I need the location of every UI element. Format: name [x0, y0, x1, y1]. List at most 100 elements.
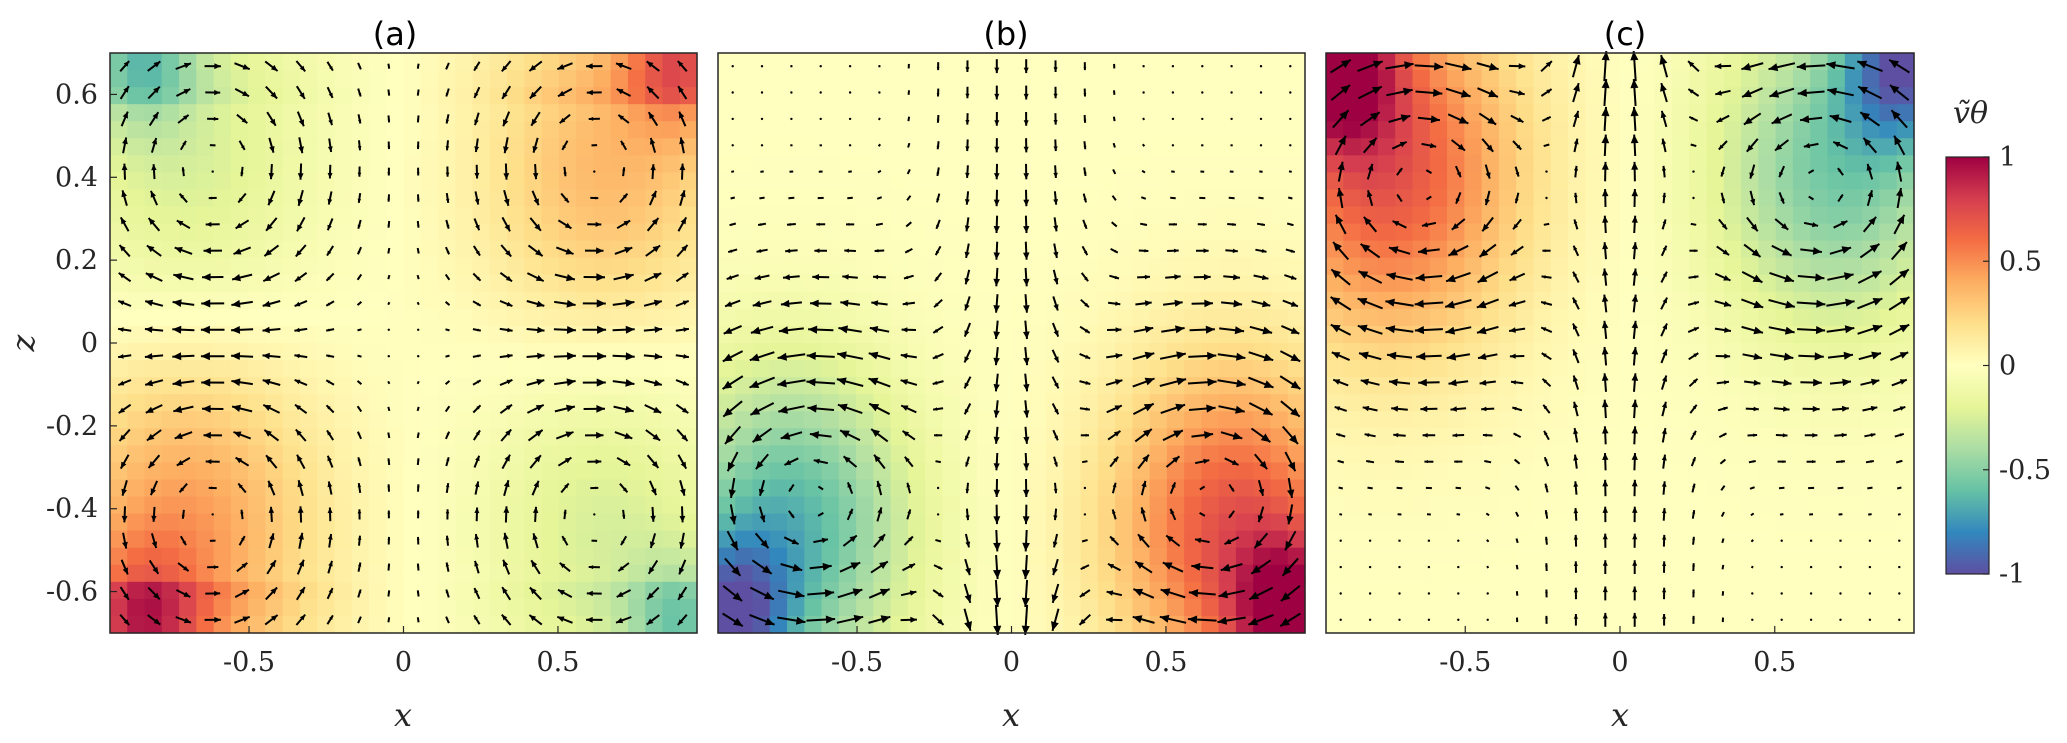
field-cell: [804, 240, 823, 259]
field-cell: [1080, 462, 1099, 481]
field-cell: [1723, 479, 1742, 498]
field-cell: [230, 308, 249, 327]
field-cell: [507, 377, 525, 395]
field-cell: [1516, 598, 1535, 617]
field-cell: [856, 189, 874, 208]
field-cell: [1343, 547, 1362, 566]
velocity-arrow: [586, 89, 602, 96]
field-cell: [110, 121, 128, 139]
field-cell: [907, 104, 926, 122]
panel-a-x-axis-label: x: [394, 696, 412, 734]
field-cell: [959, 87, 978, 105]
field-cell: [1080, 70, 1099, 88]
field-cell: [1827, 496, 1846, 515]
field-cell: [127, 513, 146, 532]
field-cell: [368, 172, 387, 191]
field-cell: [1184, 496, 1203, 515]
field-cell: [1671, 206, 1690, 225]
field-cell: [230, 530, 249, 549]
field-cell: [735, 87, 754, 105]
field-cell: [1568, 360, 1587, 378]
field-cell: [1166, 308, 1185, 327]
field-cell: [1671, 479, 1690, 498]
field-cell: [1063, 104, 1082, 122]
field-cell: [144, 445, 163, 464]
field-cell: [196, 223, 215, 242]
velocity-arrow: [1896, 486, 1902, 490]
field-cell: [317, 223, 336, 242]
field-cell: [1637, 308, 1656, 327]
field-cell: [1429, 308, 1448, 327]
field-cell: [718, 581, 736, 600]
field-cell: [161, 291, 180, 310]
field-cell: [1028, 240, 1047, 259]
field-cell: [161, 377, 180, 395]
velocity-arrow: [1809, 565, 1813, 569]
velocity-arrow: [1171, 65, 1175, 68]
field-cell: [144, 155, 163, 174]
field-cell: [351, 206, 370, 225]
velocity-arrow: [587, 459, 602, 465]
velocity-arrow: [1368, 565, 1372, 569]
field-cell: [1689, 189, 1708, 208]
velocity-arrow: [416, 536, 420, 545]
field-cell: [1395, 530, 1414, 549]
field-cell: [558, 155, 577, 174]
field-cell: [1063, 411, 1082, 429]
field-cell: [1395, 564, 1414, 583]
field-cell: [1585, 325, 1604, 344]
field-cell: [821, 121, 840, 139]
field-cell: [1201, 308, 1220, 327]
field-cell: [1758, 138, 1777, 156]
field-cell: [1550, 513, 1569, 532]
field-cell: [1464, 360, 1483, 378]
field-cell: [489, 377, 508, 395]
field-cell: [1550, 325, 1569, 344]
field-cell: [593, 257, 612, 276]
field-cell: [610, 564, 629, 583]
field-cell: [890, 138, 909, 156]
field-cell: [1429, 155, 1448, 174]
field-cell: [1568, 257, 1587, 276]
field-cell: [1533, 104, 1552, 122]
field-cell: [735, 70, 754, 88]
field-cell: [489, 615, 508, 634]
field-cell: [1097, 121, 1116, 139]
field-cell: [1706, 189, 1725, 208]
field-cell: [718, 394, 736, 412]
field-cell: [1028, 462, 1047, 481]
field-cell: [334, 598, 353, 617]
velocity-arrow: [555, 246, 574, 255]
velocity-arrow: [238, 535, 246, 546]
field-cell: [1810, 291, 1829, 310]
field-cell: [1775, 308, 1794, 327]
field-cell: [248, 445, 266, 464]
field-cell: [420, 360, 439, 378]
field-cell: [179, 445, 197, 464]
field-cell: [1689, 121, 1708, 139]
field-cell: [890, 53, 909, 71]
field-cell: [558, 87, 577, 105]
field-cell: [420, 189, 439, 208]
field-cell: [1343, 530, 1362, 549]
field-cell: [1149, 496, 1168, 515]
field-cell: [942, 308, 961, 327]
field-cell: [1516, 291, 1535, 310]
field-cell: [804, 479, 823, 498]
field-cell: [403, 343, 422, 361]
field-cell: [420, 223, 439, 242]
field-cell: [196, 87, 215, 105]
field-cell: [1063, 70, 1082, 88]
field-cell: [1201, 70, 1220, 88]
velocity-arrow: [1083, 513, 1087, 516]
field-cell: [299, 615, 318, 634]
field-cell: [752, 155, 771, 174]
velocity-arrow: [790, 117, 793, 121]
field-cell: [769, 615, 788, 634]
velocity-arrow: [356, 431, 363, 440]
velocity-arrow: [444, 405, 451, 413]
velocity-arrow: [614, 246, 633, 255]
field-cell: [1550, 70, 1569, 88]
velocity-arrow: [649, 533, 657, 549]
velocity-arrow: [416, 406, 420, 412]
